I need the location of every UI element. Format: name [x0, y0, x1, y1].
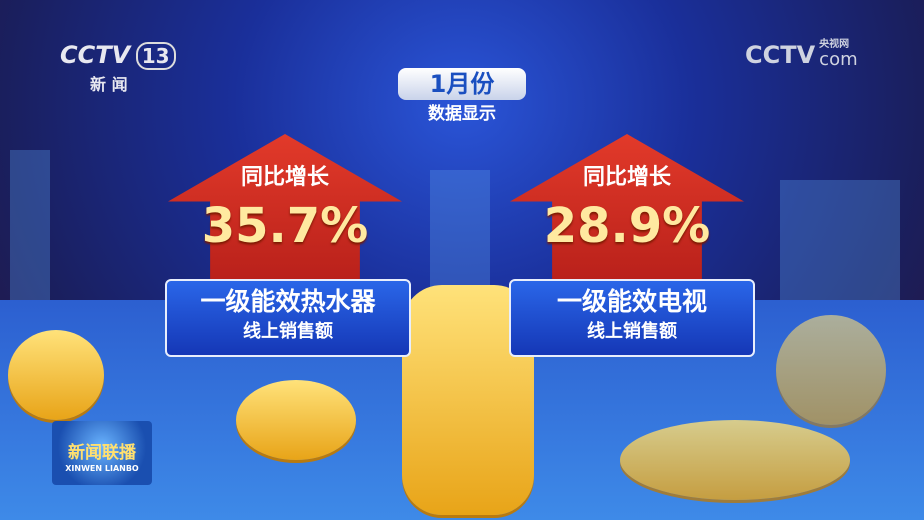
stat-subtitle: 线上销售额: [243, 321, 333, 342]
stat-card: 一级能效电视 线上销售额: [509, 279, 755, 357]
background-building: [10, 150, 50, 300]
site-brand: CCTV: [745, 41, 816, 70]
logo-channel-name: 新 闻: [90, 75, 128, 94]
stat-subtitle: 线上销售额: [587, 321, 677, 342]
site-suffix: com: [819, 48, 858, 70]
program-name: 新闻联播: [68, 443, 136, 463]
logo-brand: CCTV: [60, 41, 131, 69]
site-cn: 央视网: [819, 39, 850, 50]
growth-label: 同比增长: [240, 165, 329, 190]
growth-label: 同比增长: [582, 165, 671, 190]
background-building: [430, 170, 490, 300]
cctv13-logo: CCTV 13 新 闻: [60, 40, 176, 95]
growth-arrow: 同比增长 28.9%: [510, 134, 744, 284]
coin-stack: [620, 420, 850, 500]
coin-stack: [236, 380, 356, 460]
month-badge: 1月份: [398, 68, 526, 100]
stat-card: 一级能效热水器 线上销售额: [165, 279, 411, 357]
xinwen-lianbo-logo: 新闻联播 XINWEN LIANBO: [52, 421, 152, 485]
logo-number: 13: [135, 42, 176, 70]
background-building: [780, 180, 900, 300]
program-pinyin: XINWEN LIANBO: [65, 464, 139, 473]
stat-title: 一级能效热水器: [200, 287, 376, 316]
growth-value: 35.7%: [201, 198, 369, 254]
coin-stack: [8, 330, 104, 420]
stat-title: 一级能效电视: [556, 287, 707, 316]
cctv-com-logo: CCTV 央视网 com: [745, 39, 858, 70]
growth-value: 28.9%: [543, 198, 711, 254]
subtitle: 数据显示: [428, 104, 496, 124]
coin-stack: [776, 315, 886, 425]
growth-arrow: 同比增长 35.7%: [168, 134, 402, 284]
